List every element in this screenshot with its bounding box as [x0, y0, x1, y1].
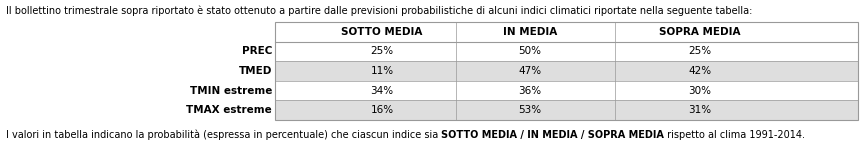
- Text: 11%: 11%: [370, 66, 394, 76]
- Text: 47%: 47%: [518, 66, 542, 76]
- Text: 36%: 36%: [518, 86, 542, 96]
- Text: I valori in tabella indicano la probabilità (espressa in percentuale) che ciascu: I valori in tabella indicano la probabil…: [6, 130, 441, 141]
- Text: SOPRA MEDIA: SOPRA MEDIA: [659, 27, 740, 37]
- Text: 42%: 42%: [688, 66, 712, 76]
- Text: 53%: 53%: [518, 105, 542, 115]
- Bar: [275, 22, 858, 120]
- Text: TMAX estreme: TMAX estreme: [186, 105, 272, 115]
- Text: PREC: PREC: [242, 46, 272, 56]
- Text: 16%: 16%: [370, 105, 394, 115]
- Bar: [275, 100, 858, 120]
- Text: 31%: 31%: [688, 105, 712, 115]
- Bar: [275, 61, 858, 81]
- Text: 50%: 50%: [518, 46, 542, 56]
- Text: 30%: 30%: [688, 86, 712, 96]
- Text: Il bollettino trimestrale sopra riportato è stato ottenuto a partire dalle previ: Il bollettino trimestrale sopra riportat…: [6, 6, 753, 16]
- Text: SOTTO MEDIA: SOTTO MEDIA: [342, 27, 423, 37]
- Text: 34%: 34%: [370, 86, 394, 96]
- Text: 25%: 25%: [370, 46, 394, 56]
- Text: TMED: TMED: [238, 66, 272, 76]
- Text: rispetto al clima 1991-2014.: rispetto al clima 1991-2014.: [664, 130, 805, 140]
- Text: SOTTO MEDIA / IN MEDIA / SOPRA MEDIA: SOTTO MEDIA / IN MEDIA / SOPRA MEDIA: [441, 130, 664, 140]
- Text: TMIN estreme: TMIN estreme: [190, 86, 272, 96]
- Text: 25%: 25%: [688, 46, 712, 56]
- Text: IN MEDIA: IN MEDIA: [503, 27, 557, 37]
